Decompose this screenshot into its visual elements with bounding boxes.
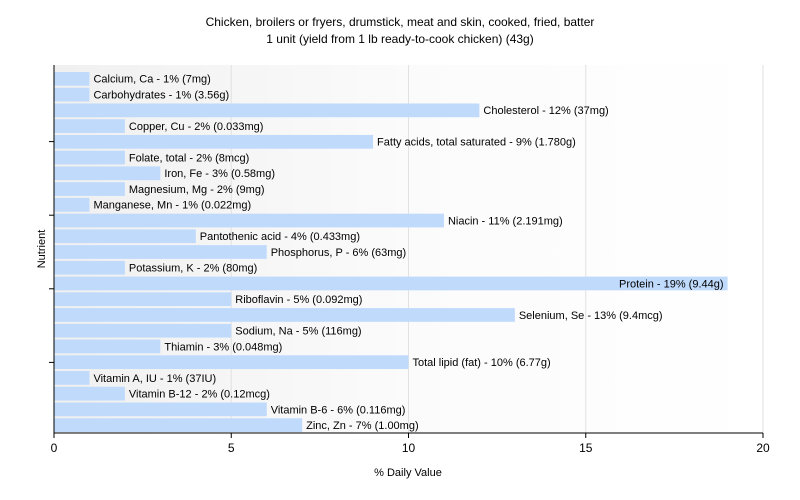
x-tick-label: 20	[756, 441, 770, 455]
bar	[54, 371, 90, 385]
bar	[54, 355, 409, 370]
bar-label: Phosphorus, P - 6% (63mg)	[271, 247, 407, 259]
bar	[54, 418, 303, 432]
bar-label: Vitamin B-12 - 2% (0.12mcg)	[129, 389, 270, 401]
bar	[54, 229, 196, 244]
bar-label: Niacin - 11% (2.191mg)	[448, 215, 563, 227]
bar	[54, 308, 515, 322]
bar	[54, 386, 125, 401]
chart-title: Chicken, broilers or fryers, drumstick, …	[205, 15, 595, 29]
bar-label: Manganese, Mn - 1% (0.022mg)	[93, 200, 251, 212]
bar-label: Carbohydrates - 1% (3.56g)	[93, 89, 229, 101]
x-tick-label: 10	[402, 441, 416, 455]
bar-label: Selenium, Se - 13% (9.4mcg)	[519, 310, 663, 322]
bar-label: Thiamin - 3% (0.048mg)	[164, 341, 282, 353]
bar	[54, 134, 374, 149]
x-tick-label: 0	[51, 441, 58, 455]
bar	[54, 276, 728, 291]
bar-label: Pantothenic acid - 4% (0.433mg)	[200, 231, 360, 243]
y-axis-label: Nutrient	[36, 230, 48, 269]
bar-label: Vitamin B-6 - 6% (0.116mg)	[271, 404, 406, 416]
bar-label: Riboflavin - 5% (0.092mg)	[235, 294, 362, 306]
bar	[54, 323, 232, 338]
x-tick-label: 5	[228, 441, 235, 455]
bar-label: Fatty acids, total saturated - 9% (1.780…	[377, 137, 576, 149]
bar-label: Iron, Fe - 3% (0.58mg)	[164, 168, 275, 180]
bar	[54, 245, 267, 259]
bar-label: Calcium, Ca - 1% (7mg)	[93, 74, 210, 86]
bar-label: Vitamin A, IU - 1% (37IU)	[93, 373, 216, 385]
bar-label: Zinc, Zn - 7% (1.00mg)	[306, 420, 418, 432]
bar-label: Sodium, Na - 5% (116mg)	[235, 326, 361, 338]
bar	[54, 260, 125, 275]
bar	[54, 402, 267, 417]
bar	[54, 150, 125, 165]
bar	[54, 119, 125, 133]
bar-label: Copper, Cu - 2% (0.033mg)	[129, 121, 264, 133]
bar	[54, 166, 161, 181]
bar	[54, 213, 444, 228]
bar-label: Potassium, K - 2% (80mg)	[129, 263, 257, 275]
bar-label: Folate, total - 2% (8mcg)	[129, 152, 249, 164]
chart-subtitle: 1 unit (yield from 1 lb ready-to-cook ch…	[266, 32, 534, 46]
x-tick-label: 15	[579, 441, 593, 455]
bar	[54, 87, 90, 102]
bar-label: Total lipid (fat) - 10% (6.77g)	[413, 357, 551, 369]
bar	[54, 292, 232, 307]
bar-label: Magnesium, Mg - 2% (9mg)	[129, 184, 265, 196]
bar-label: Cholesterol - 12% (37mg)	[483, 105, 608, 117]
x-axis-label: % Daily Value	[374, 467, 442, 479]
bar	[54, 197, 90, 212]
bar	[54, 72, 90, 86]
bar	[54, 182, 125, 196]
bar	[54, 103, 480, 118]
bar-label: Protein - 19% (9.44g)	[619, 278, 724, 290]
bar	[54, 339, 161, 354]
